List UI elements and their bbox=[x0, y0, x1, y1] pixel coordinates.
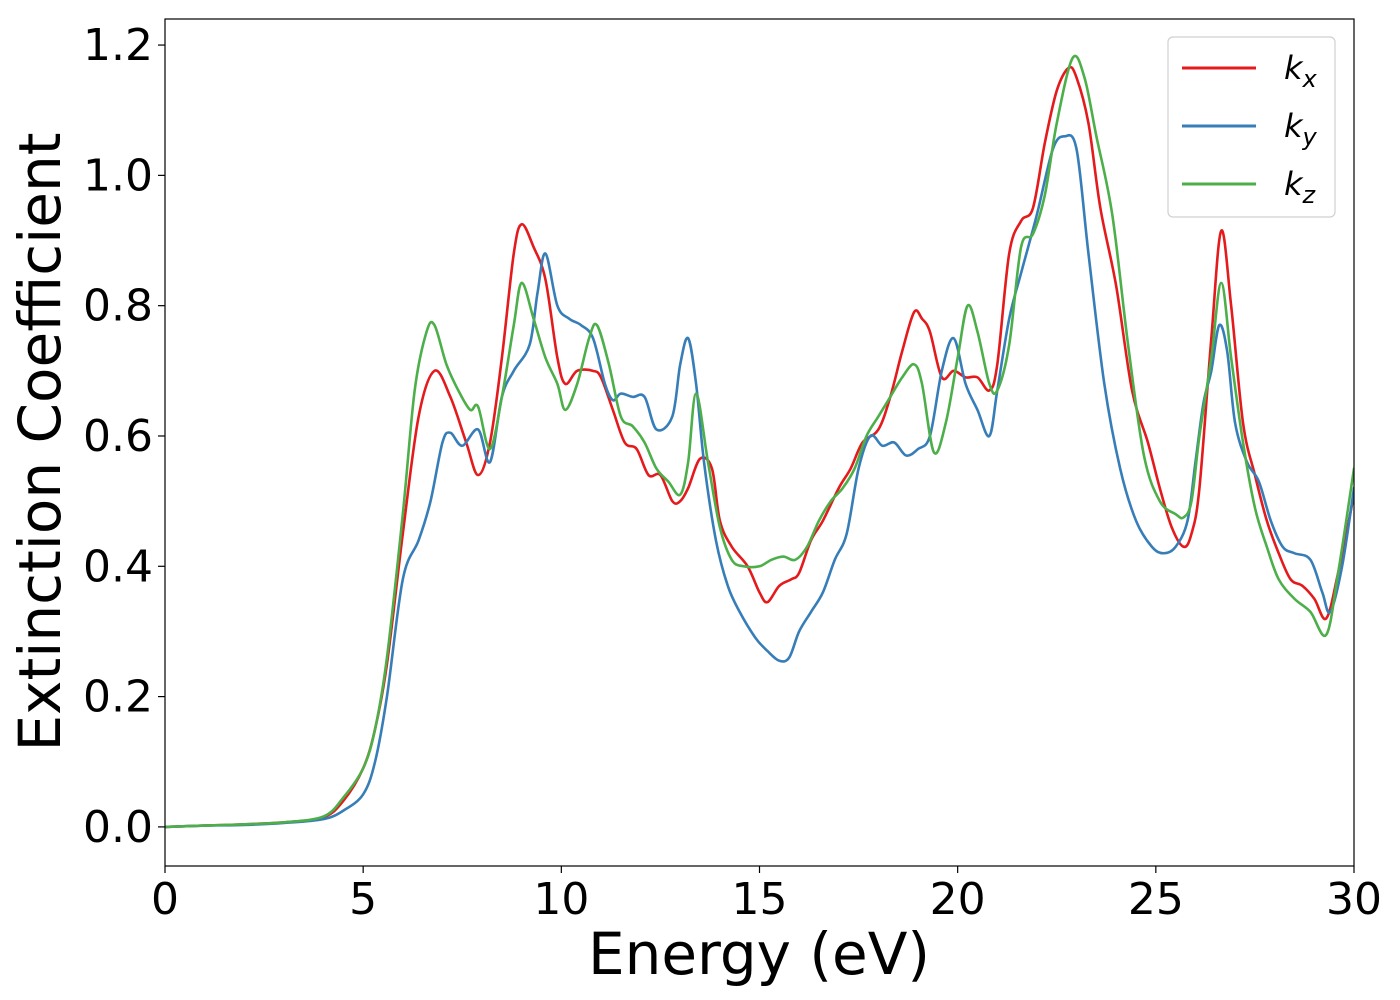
legend: kx ky kz bbox=[1167, 36, 1336, 218]
x-tick-label: 30 bbox=[1326, 874, 1382, 925]
x-axis-label: Energy (eV) bbox=[588, 920, 930, 988]
y-tick-label: 0.2 bbox=[83, 672, 153, 723]
x-tick-label: 10 bbox=[533, 874, 589, 925]
series-line-kz bbox=[165, 54, 1354, 829]
x-tick-label: 20 bbox=[930, 874, 986, 925]
y-tick-label: 0.8 bbox=[83, 281, 153, 332]
y-axis-ticks: 0.0 0.2 0.4 0.6 0.8 1.0 1.2 bbox=[83, 20, 165, 853]
y-tick-label: 0.6 bbox=[83, 411, 153, 462]
y-tick-label: 1.0 bbox=[83, 150, 153, 201]
series-layer bbox=[165, 54, 1354, 829]
y-axis-label: Extinction Coefficient bbox=[6, 133, 74, 752]
y-tick-label: 0.0 bbox=[83, 802, 153, 853]
y-tick-label: 1.2 bbox=[83, 20, 153, 71]
x-tick-label: 0 bbox=[151, 874, 179, 925]
x-tick-label: 25 bbox=[1128, 874, 1184, 925]
x-tick-label: 5 bbox=[349, 874, 377, 925]
legend-label-z: kz bbox=[1284, 165, 1317, 209]
y-tick-label: 0.4 bbox=[83, 541, 153, 592]
series-line-ky bbox=[165, 133, 1354, 829]
x-tick-label: 15 bbox=[732, 874, 788, 925]
legend-label-x: kx bbox=[1284, 49, 1318, 93]
legend-label-y: ky bbox=[1284, 107, 1318, 151]
x-axis-ticks: 0 5 10 15 20 25 30 bbox=[151, 866, 1382, 925]
